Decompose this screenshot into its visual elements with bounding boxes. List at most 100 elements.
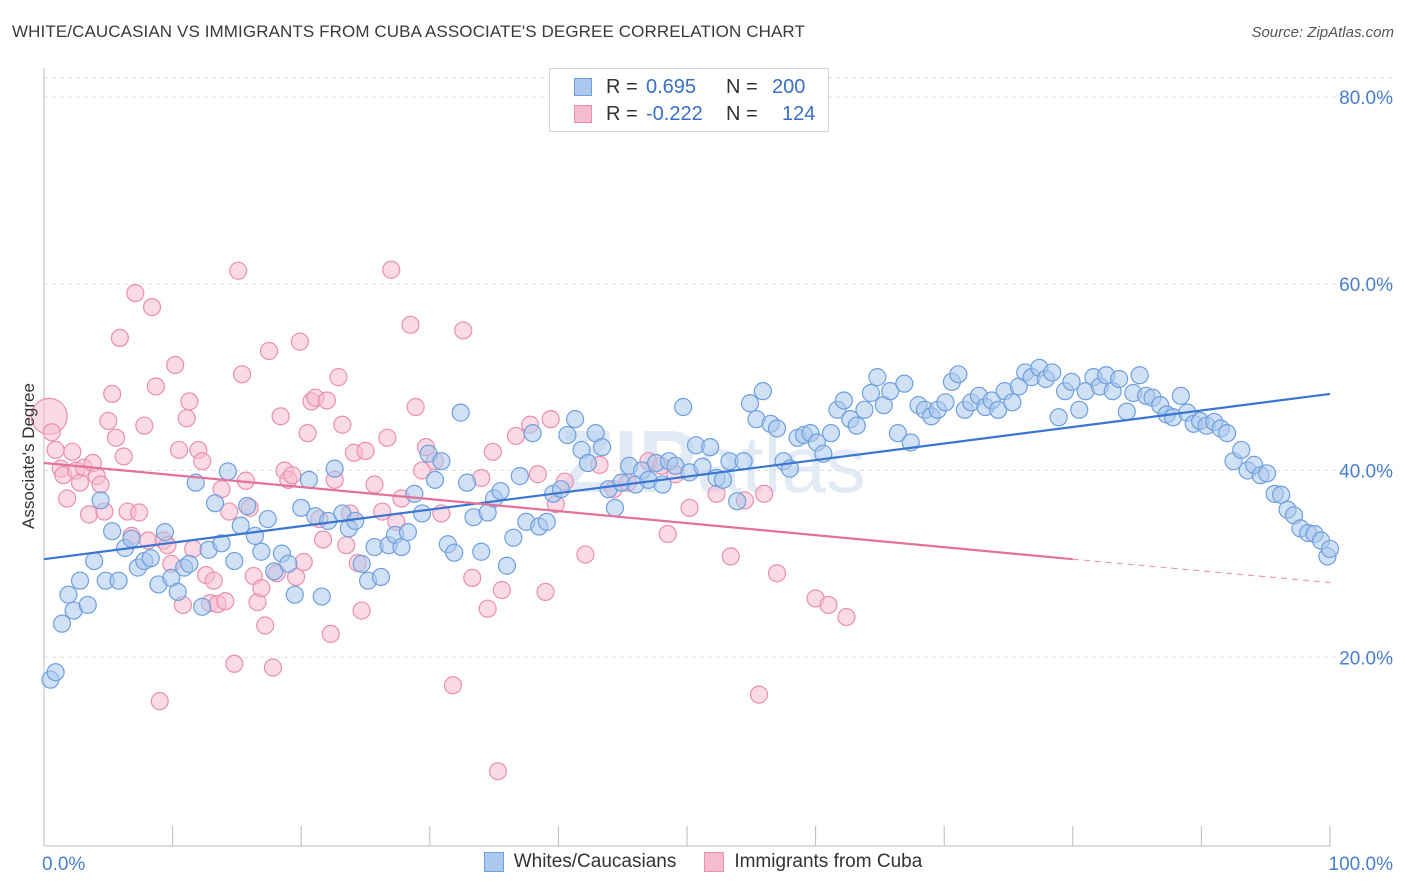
data-point (412, 461, 432, 480)
legend-r-value: -0.222 (646, 102, 703, 125)
data-point (78, 595, 97, 615)
data-point (220, 502, 239, 521)
legend-item-whites: Whites/Caucasians (483, 851, 676, 873)
data-point (252, 579, 271, 598)
legend-row-whites: R = 0.695 N = 200 (574, 74, 805, 100)
data-point (155, 523, 174, 542)
data-point (1109, 369, 1129, 389)
data-point (680, 498, 699, 517)
data-point (721, 547, 740, 566)
y-tick-label: 20.0% (1339, 648, 1393, 669)
data-point (541, 410, 560, 429)
data-point (1117, 402, 1136, 421)
data-point (528, 465, 547, 484)
source-label: Source: ZipAtlas.com (1251, 24, 1394, 41)
data-point (256, 616, 275, 635)
data-point (168, 582, 187, 601)
y-tick-label: 40.0% (1339, 462, 1393, 483)
data-point (52, 614, 72, 633)
data-point (180, 392, 199, 411)
data-point (259, 341, 279, 361)
data-point (91, 475, 110, 494)
data-point (299, 470, 319, 489)
data-point (1062, 372, 1081, 391)
data-point (855, 400, 874, 419)
y-tick-label: 60.0% (1339, 275, 1393, 296)
data-point (294, 552, 313, 572)
data-point (245, 526, 265, 545)
data-point (398, 523, 418, 542)
data-point (141, 549, 160, 568)
data-point (536, 582, 555, 601)
data-point (767, 419, 787, 438)
data-point (252, 542, 271, 561)
data-point (425, 470, 445, 489)
data-point (63, 442, 82, 461)
data-point (412, 504, 432, 523)
data-point (888, 424, 908, 443)
data-point (578, 453, 598, 473)
data-point (1320, 539, 1340, 559)
data-point (701, 438, 720, 457)
data-point (895, 374, 914, 393)
data-point (566, 410, 585, 429)
data-point (142, 297, 162, 317)
data-point (114, 447, 133, 466)
data-point (205, 494, 225, 513)
data-point (352, 601, 371, 620)
legend-r-label: R = (606, 75, 638, 98)
data-point (70, 571, 90, 590)
data-point (109, 571, 128, 590)
data-point (767, 564, 787, 583)
data-point (506, 426, 526, 446)
legend-n-label: N = (726, 75, 758, 98)
data-point (861, 383, 880, 403)
data-point (285, 585, 304, 604)
data-point (371, 567, 391, 587)
data-point (169, 440, 189, 460)
axes (43, 68, 1331, 847)
data-point (451, 403, 470, 422)
chart-title: WHITE/CAUCASIAN VS IMMIGRANTS FROM CUBA … (12, 22, 805, 41)
data-point (491, 481, 510, 501)
data-point (265, 562, 284, 581)
data-point (146, 377, 165, 396)
data-point (103, 384, 122, 404)
data-point (497, 556, 517, 575)
data-point (193, 597, 212, 616)
data-point (674, 397, 693, 417)
data-point (122, 529, 141, 548)
data-point (106, 428, 126, 447)
data-point (150, 692, 169, 711)
data-point (605, 498, 625, 517)
data-point (558, 425, 577, 445)
data-point (510, 467, 529, 486)
data-point (713, 470, 733, 489)
trend-lines (43, 392, 1331, 584)
legend-row-cuba: R = -0.222 N = 124 (574, 101, 815, 127)
trend-line-whites (43, 392, 1331, 561)
data-point (454, 321, 473, 340)
data-point (232, 365, 252, 384)
legend-r-label: R = (606, 102, 638, 125)
data-point (405, 484, 424, 503)
stats-legend: R = 0.695 N = 200 R = -0.222 N = 124 (549, 68, 829, 132)
data-point (58, 489, 77, 508)
legend-swatch-pink (574, 105, 592, 123)
y-axis-label: Associate's Degree (19, 383, 38, 529)
data-point (658, 524, 677, 544)
data-point (576, 545, 595, 564)
data-point (463, 568, 482, 587)
x-tick-label: 100.0% (1329, 854, 1394, 875)
data-point (478, 599, 497, 618)
data-point (504, 528, 523, 547)
data-point (231, 516, 250, 535)
data-point (135, 416, 154, 435)
data-point (263, 658, 283, 677)
data-point (79, 505, 99, 524)
legend-label-cuba: Immigrants from Cuba (734, 851, 923, 872)
data-point (258, 509, 277, 529)
data-point (443, 676, 463, 695)
data-point (298, 424, 317, 443)
